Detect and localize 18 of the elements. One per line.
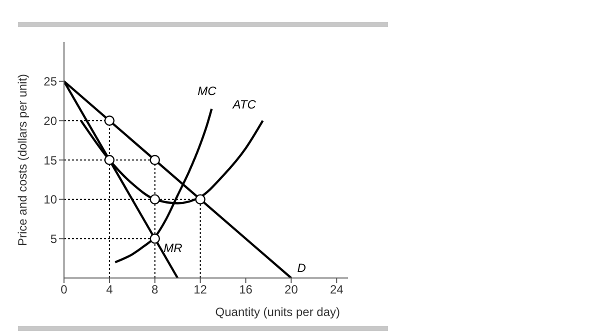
y-tick-label: 15 bbox=[44, 153, 58, 168]
x-tick-label: 4 bbox=[106, 282, 114, 297]
y-tick-label: 20 bbox=[44, 114, 58, 128]
series-label: D bbox=[297, 261, 306, 275]
x-tick-label: 0 bbox=[60, 282, 68, 297]
y-tick-label: 10 bbox=[44, 192, 58, 207]
y-tick-label: 5 bbox=[50, 232, 58, 246]
x-tick-label: 8 bbox=[152, 282, 159, 297]
x-tick-label: 12 bbox=[194, 282, 208, 297]
y-axis-title: Price and costs (dollars per unit) bbox=[15, 74, 30, 246]
series-label: ATC bbox=[232, 98, 256, 112]
x-tick-label: 16 bbox=[239, 282, 253, 297]
series-label: MC bbox=[198, 84, 217, 98]
x-tick-label: 24 bbox=[330, 282, 344, 297]
y-tick-label: 25 bbox=[44, 74, 58, 89]
series-label: MR bbox=[164, 241, 183, 255]
x-axis-title: Quantity (units per day) bbox=[215, 305, 340, 319]
x-tick-label: 20 bbox=[284, 282, 298, 297]
